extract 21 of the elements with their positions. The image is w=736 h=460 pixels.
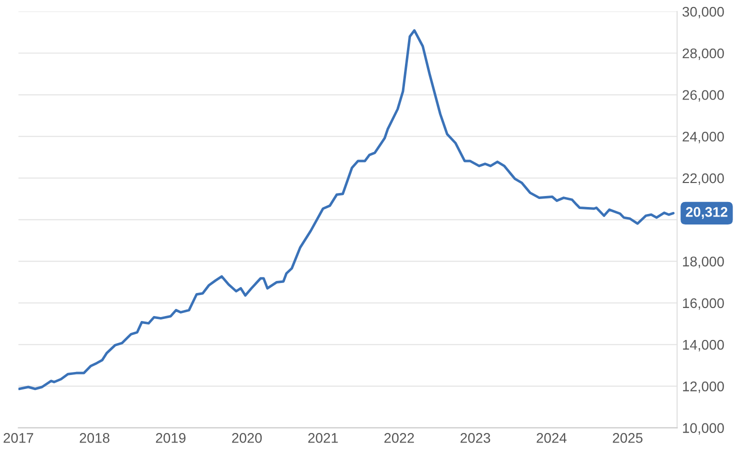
line-series <box>18 29 675 390</box>
y-tick-label: 16,000 <box>683 298 724 310</box>
x-tick-label: 2022 <box>384 433 414 443</box>
y-tick-label: 14,000 <box>683 340 724 352</box>
y-tick-label: 10,000 <box>683 423 724 435</box>
x-tick-label: 2018 <box>80 433 110 443</box>
y-tick-label: 12,000 <box>683 382 724 393</box>
y-tick-label: 18,000 <box>683 256 724 268</box>
y-tick-label: 22,000 <box>682 173 724 185</box>
x-tick-label: 2021 <box>308 433 338 443</box>
y-tick-label: 28,000 <box>682 48 724 60</box>
x-tick-label: 2020 <box>232 433 262 443</box>
x-tick-label: 2019 <box>156 433 186 443</box>
y-tick-label: 24,000 <box>682 132 724 144</box>
x-tick-label: 2017 <box>4 433 34 443</box>
x-tick-label: 2024 <box>536 433 567 443</box>
data-label: 20,312 <box>686 207 728 219</box>
x-tick-label: 2023 <box>460 433 490 443</box>
y-tick-label: 30,000 <box>682 6 724 18</box>
x-tick-label: 2025 <box>612 433 642 443</box>
y-tick-label: 26,000 <box>682 90 724 102</box>
